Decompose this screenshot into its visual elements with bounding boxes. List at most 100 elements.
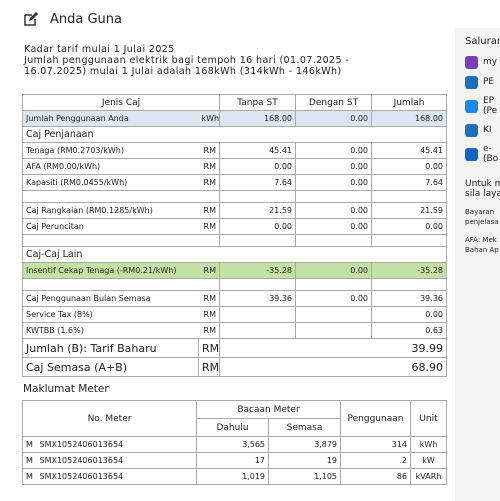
meter-cell: kWh bbox=[410, 436, 447, 453]
value: 0.00 bbox=[295, 290, 372, 307]
unit: RM bbox=[198, 322, 220, 339]
channel: KI bbox=[465, 123, 500, 137]
unit: RM bbox=[198, 142, 220, 159]
note-text: AFA: Mek bbox=[465, 236, 497, 244]
channel: e- (Bo bbox=[465, 143, 500, 165]
charge-row: Caj-Caj Lain bbox=[22, 246, 447, 263]
charge-row: KWTBB (1.6%) RM 0.63 bbox=[22, 322, 447, 339]
charge-row: Insentif Cekap Tenaga (-RM0.21/kWh) RM -35… bbox=[22, 262, 447, 279]
charge-row: Kapasiti (RM0.0455/kWh) RM 7.64 0.00 7.64 bbox=[22, 174, 447, 191]
header-cell: Semasa bbox=[268, 418, 341, 437]
total-label: Caj Semasa (A+B) bbox=[22, 357, 199, 377]
value: 7.64 bbox=[219, 174, 296, 191]
note-text: penjelasa bbox=[465, 218, 499, 226]
spacer-row bbox=[22, 190, 447, 203]
header-cell: Unit bbox=[410, 400, 447, 437]
unit: RM bbox=[198, 357, 220, 377]
charge-row: Jumlah Penggunaan Anda kWh 168.00 0.00 168.0… bbox=[22, 110, 447, 127]
charge-row: Caj Peruncitan RM 0.00 0.00 0.00 bbox=[22, 218, 447, 235]
value: -35.28 bbox=[371, 262, 447, 279]
meter-cell: M bbox=[22, 452, 37, 469]
meter-cell: M bbox=[22, 468, 37, 485]
meter-cell: 1,019 bbox=[196, 468, 269, 485]
meter-cell: SMX1052406013654 bbox=[36, 452, 197, 469]
value: -35.28 bbox=[219, 262, 296, 279]
value: 0.00 bbox=[371, 218, 447, 235]
edit-icon bbox=[24, 12, 38, 26]
channel-text: KI bbox=[483, 125, 492, 135]
charge-row: Tenaga (RM0.2703/kWh) RM 45.41 0.00 45.41 bbox=[22, 142, 447, 159]
channel-icon bbox=[465, 99, 478, 113]
meter-cell: SMX1052406013654 bbox=[36, 468, 197, 485]
unit: RM bbox=[198, 306, 220, 323]
meter-cell: kVARh bbox=[410, 468, 447, 485]
charge-row: Jumlah (B): Tarif Baharu RM 39.99 bbox=[22, 338, 447, 358]
charge-label: Insentif Cekap Tenaga (-RM0.21/kWh) bbox=[22, 262, 199, 279]
channel-text: my bbox=[483, 57, 498, 67]
header-cell: No. Meter bbox=[22, 400, 197, 437]
unit: RM bbox=[198, 262, 220, 279]
charge-row: Caj Penggunaan Bulan Semasa RM 39.36 0.00 39… bbox=[22, 290, 447, 307]
unit: RM bbox=[198, 338, 220, 358]
value: 45.41 bbox=[219, 142, 296, 159]
charge-label: KWTBB (1.6%) bbox=[22, 322, 199, 339]
meter-title: Maklumat Meter bbox=[23, 383, 109, 395]
header-cell: Dahulu bbox=[196, 418, 269, 437]
intro-line: Jumlah penggunaan elektrik bagi tempoh 1… bbox=[24, 55, 350, 66]
value: 0.00 bbox=[295, 262, 372, 279]
meter-cell: 19 bbox=[268, 452, 341, 469]
channel-icon bbox=[465, 147, 478, 161]
meter-table: No. Meter Bacaan Meter Penggunaan Unit Dahu… bbox=[22, 400, 447, 485]
meter-cell: 17 bbox=[196, 452, 269, 469]
note-text: Bayaran bbox=[465, 208, 495, 216]
meter-cell: M bbox=[22, 436, 37, 453]
channel: my bbox=[465, 55, 500, 69]
channel-label: my bbox=[483, 57, 497, 67]
meter-cell: 314 bbox=[340, 436, 411, 453]
empty-cell bbox=[219, 306, 296, 323]
value: 0.00 bbox=[295, 202, 372, 219]
spacer-row bbox=[22, 278, 447, 291]
unit: kWh bbox=[198, 110, 220, 127]
charge-label: Service Tax (8%) bbox=[22, 306, 199, 323]
spacer bbox=[371, 234, 447, 247]
header-cell: Bacaan Meter bbox=[196, 400, 341, 419]
value: 168.00 bbox=[371, 110, 447, 127]
charge-label: Tenaga (RM0.2703/kWh) bbox=[22, 142, 199, 159]
meter-row: M SMX1052406013654 3,565 3,879 314 kWh bbox=[22, 436, 447, 453]
spacer bbox=[295, 234, 372, 247]
charge-row: Service Tax (8%) RM 0.00 bbox=[22, 306, 447, 323]
intro-line: 16.07.2025) mulai 1 Julai adalah 168kWh … bbox=[24, 66, 342, 77]
empty-cell bbox=[219, 322, 296, 339]
total-value: 39.99 bbox=[219, 338, 447, 358]
spacer bbox=[22, 190, 220, 203]
sidebar-title: Saluran bbox=[465, 36, 500, 47]
header-cell: Jenis Caj bbox=[22, 94, 220, 111]
title: Anda Guna bbox=[50, 12, 123, 27]
value: 45.41 bbox=[371, 142, 447, 159]
meter-cell: 1,105 bbox=[268, 468, 341, 485]
unit: RM bbox=[198, 174, 220, 191]
section-label: Caj-Caj Lain bbox=[22, 246, 447, 263]
spacer bbox=[219, 278, 296, 291]
note: AFA: Mek Bahan Ap bbox=[465, 235, 500, 255]
channel-icon bbox=[465, 123, 478, 137]
spacer bbox=[22, 278, 220, 291]
channel-label: KI bbox=[483, 125, 492, 135]
unit: RM bbox=[198, 218, 220, 235]
total-value: 68.90 bbox=[219, 357, 447, 377]
charge-row: Caj Penjanaan bbox=[22, 126, 447, 143]
spacer bbox=[219, 190, 296, 203]
value: 0.00 bbox=[219, 218, 296, 235]
channel: EP (Pe bbox=[465, 95, 500, 117]
header-cell: Jumlah bbox=[371, 94, 447, 111]
charge-row: Caj Rangkaian (RM0.1285/kWh) RM 21.59 0.00 2… bbox=[22, 202, 447, 219]
spacer bbox=[371, 278, 447, 291]
meter-cell: kW bbox=[410, 452, 447, 469]
value: 21.59 bbox=[371, 202, 447, 219]
channel-text: (Pe bbox=[483, 106, 498, 116]
channel-text: PE bbox=[483, 77, 495, 87]
note-text: Bahan Ap bbox=[465, 246, 499, 254]
